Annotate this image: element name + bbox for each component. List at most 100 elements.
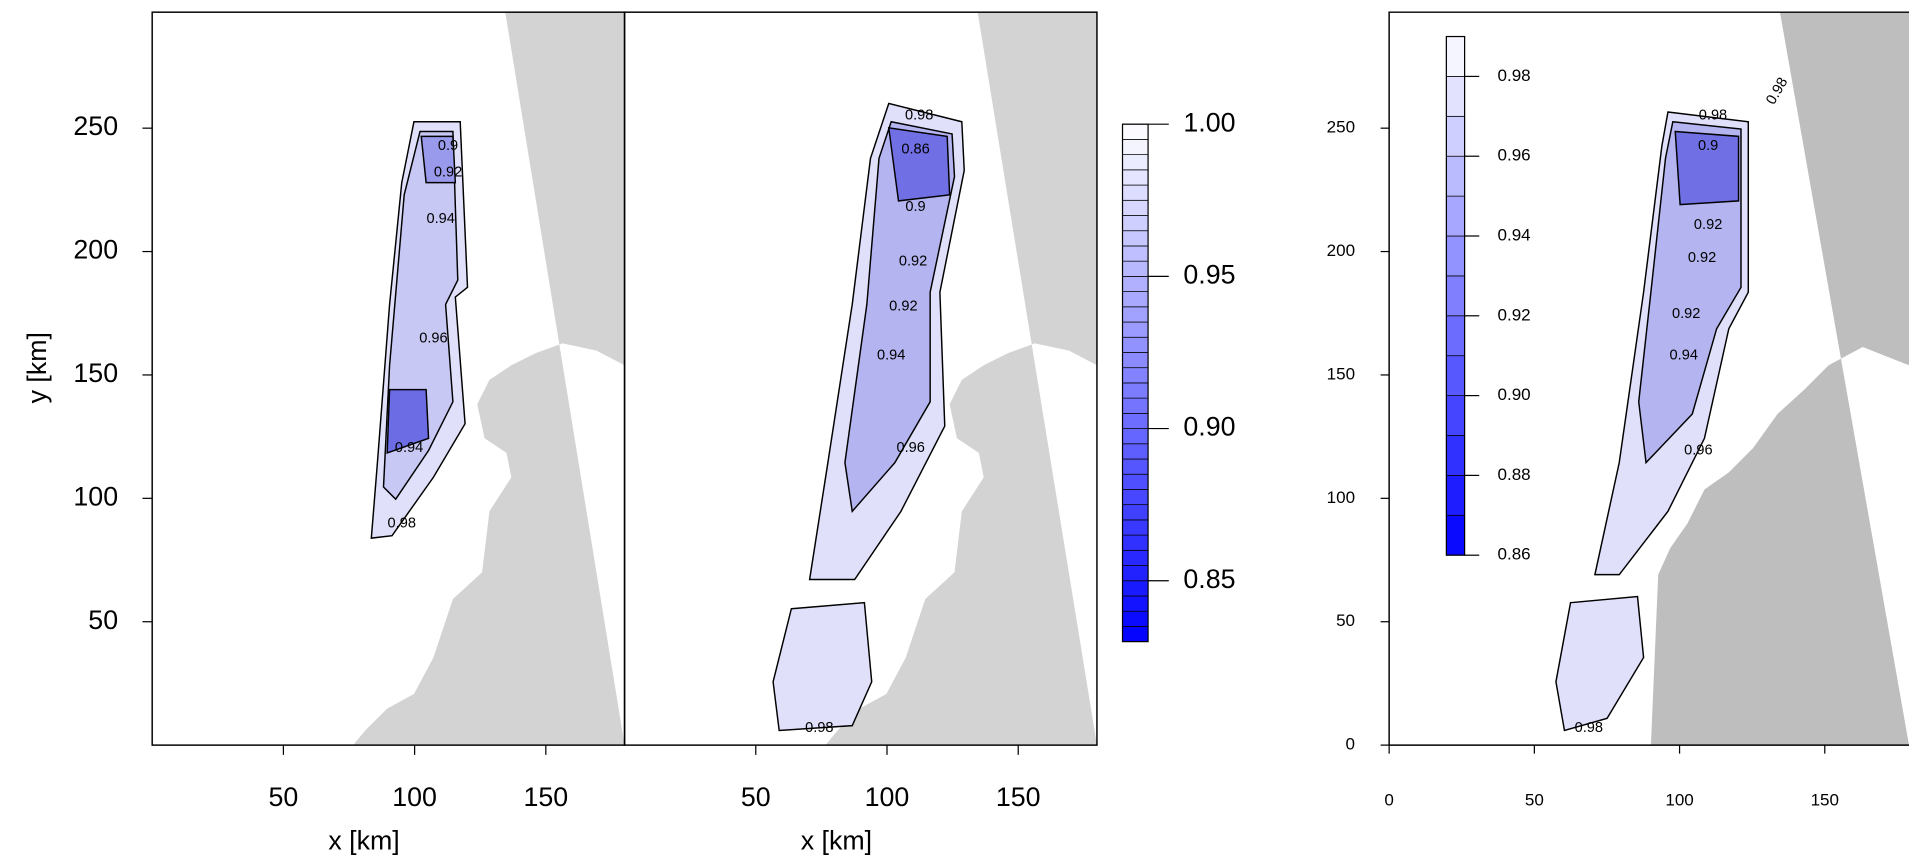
y-tick-label: 250 — [73, 111, 118, 141]
contour-label: 0.98 — [1575, 720, 1603, 736]
colorbar-band — [1122, 504, 1149, 521]
contour-label: 0.94 — [395, 440, 423, 456]
y-tick-label: 100 — [73, 481, 118, 511]
colorbar-band — [1445, 155, 1465, 197]
plume-contour — [1637, 120, 1742, 465]
colorbar-band — [1122, 306, 1149, 323]
colorbar-frame — [1445, 35, 1466, 556]
colorbar-band — [1122, 534, 1149, 551]
colorbar-band — [1122, 215, 1149, 232]
contour-label: 0.92 — [1672, 306, 1700, 322]
x-tick-label: 150 — [996, 782, 1041, 812]
colorbar-band — [1122, 519, 1149, 536]
colorbar-tick-label: 0.96 — [1497, 146, 1530, 165]
contour-label: 0.92 — [1688, 250, 1716, 266]
colorbar-band — [1122, 473, 1149, 490]
panel — [1555, 12, 1909, 746]
y-tick-label: 50 — [88, 605, 118, 635]
colorbar-band — [1122, 230, 1149, 247]
colorbar-band — [1122, 139, 1149, 155]
colorbar-band — [1445, 195, 1465, 237]
colorbar-tick-label: 0.98 — [1497, 66, 1530, 85]
colorbar-tick-label: 1.00 — [1183, 107, 1235, 137]
colorbar-band — [1445, 315, 1465, 357]
x-tick-label: 50 — [741, 782, 771, 812]
plume-contour — [844, 120, 956, 514]
colorbar-band — [1122, 123, 1149, 140]
panel — [353, 12, 625, 746]
contour-label: 0.92 — [434, 165, 462, 181]
colorbar-band — [1445, 435, 1465, 476]
colorbar-band — [1445, 235, 1465, 277]
colorbar-band — [1122, 336, 1149, 353]
x-tick-label: 150 — [523, 782, 568, 812]
colorbar-tick-label: 0.94 — [1497, 226, 1530, 245]
colorbar-band — [1122, 489, 1149, 506]
plume-contour — [420, 135, 457, 184]
contour-label: 0.92 — [1694, 217, 1722, 233]
colorbar-band — [1122, 154, 1149, 171]
colorbar-band — [1445, 275, 1465, 317]
contour-label: 0.96 — [419, 330, 447, 346]
contour-label: 0.98 — [1699, 108, 1727, 124]
colorbar-band — [1122, 382, 1149, 399]
x-tick-label: 100 — [865, 782, 910, 812]
contour-label: 0.92 — [889, 299, 917, 315]
contour-label: 0.94 — [877, 347, 905, 363]
colorbar-tick-label: 0.86 — [1497, 545, 1530, 564]
y-tick-label: 50 — [1336, 611, 1355, 630]
colorbar-band — [1122, 397, 1149, 414]
colorbar-band — [1122, 458, 1149, 475]
panel — [772, 12, 1097, 746]
colorbar-tick-label: 0.90 — [1183, 412, 1235, 442]
colorbar-band — [1122, 595, 1149, 612]
colorbar-band — [1122, 443, 1149, 460]
colorbar-tick-label: 0.92 — [1497, 305, 1530, 324]
plume-contour — [1555, 595, 1645, 732]
plume-contour — [887, 126, 951, 202]
colorbar-band — [1445, 395, 1465, 436]
colorbar-band — [1122, 321, 1149, 338]
y-tick-label: 250 — [1327, 118, 1355, 137]
contour-label: 0.9 — [1698, 138, 1718, 154]
contour-label: 0.98 — [1763, 75, 1791, 108]
colorbar-band — [1122, 428, 1149, 445]
x-tick-label: 50 — [269, 782, 299, 812]
colorbar-band — [1122, 245, 1149, 262]
contour-label: 0.94 — [427, 211, 455, 227]
contour-label: 0.9 — [438, 138, 458, 154]
colorbar-band — [1122, 565, 1149, 582]
colorbar-band — [1122, 412, 1149, 429]
colorbar-band — [1122, 626, 1149, 642]
contour-label: 0.98 — [388, 515, 416, 531]
colorbar-band — [1122, 291, 1149, 308]
y-tick-label: 0 — [1346, 735, 1355, 754]
colorbar-band — [1445, 36, 1465, 77]
contour-label: 0.9 — [905, 199, 925, 215]
x-tick-label: 50 — [1525, 791, 1544, 810]
colorbar-band — [1122, 367, 1149, 384]
plot-frame — [1388, 11, 1909, 746]
plume-contour — [386, 388, 430, 454]
x-tick-label: 100 — [1665, 791, 1693, 810]
colorbar-band — [1122, 610, 1149, 627]
colorbar-frame — [1121, 123, 1149, 643]
colorbar-band — [1122, 549, 1149, 566]
contour-label: 0.96 — [1684, 442, 1712, 458]
land — [1650, 12, 1909, 746]
colorbar-band — [1445, 514, 1465, 556]
colorbar-tick-label: 0.88 — [1497, 465, 1530, 484]
contour-label: 0.86 — [901, 142, 929, 158]
colorbar-band — [1122, 276, 1149, 292]
plot-frame — [623, 11, 1098, 746]
contour-label: 0.92 — [899, 254, 927, 270]
colorbar-band — [1122, 352, 1149, 369]
y-tick-label: 200 — [1327, 241, 1355, 260]
land — [825, 12, 1097, 746]
y-tick-label: 150 — [1327, 364, 1355, 383]
x-tick-label: 0 — [1384, 791, 1393, 810]
contour-label: 0.94 — [1670, 347, 1698, 363]
x-axis-label: x [km] — [801, 826, 872, 856]
